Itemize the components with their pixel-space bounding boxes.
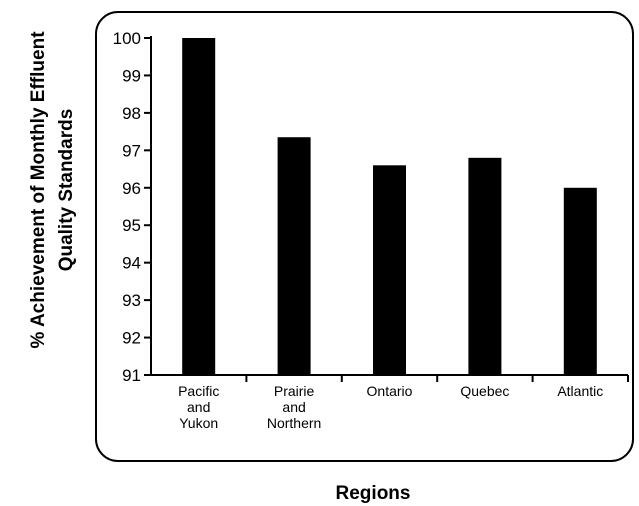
bar bbox=[563, 187, 597, 375]
y-tick-label: 97 bbox=[122, 141, 141, 160]
y-axis-title-line-2: Quality Standards bbox=[56, 109, 77, 272]
x-category-label: Ontario bbox=[367, 383, 413, 399]
x-category-label: Prairie bbox=[274, 383, 315, 399]
y-tick-label: 99 bbox=[122, 66, 141, 85]
x-axis-title: Regions bbox=[336, 483, 411, 504]
y-axis-title-line-1: % Achievement of Monthly Effluent bbox=[28, 31, 49, 349]
y-axis-title: % Achievement of Monthly Effluent Qualit… bbox=[28, 31, 77, 349]
x-category-label: Quebec bbox=[460, 383, 509, 399]
y-tick-label: 96 bbox=[122, 179, 141, 198]
plot-area: 919293949596979899100PacificandYukonPrai… bbox=[113, 29, 629, 431]
bar bbox=[182, 38, 216, 375]
x-category-label: and bbox=[282, 399, 305, 415]
x-category-label: Yukon bbox=[179, 415, 218, 431]
bar bbox=[373, 165, 406, 375]
y-tick-label: 100 bbox=[113, 29, 141, 48]
y-tick-label: 94 bbox=[122, 254, 141, 273]
x-category-label: Northern bbox=[267, 415, 321, 431]
y-tick-label: 91 bbox=[122, 366, 141, 385]
y-tick-label: 95 bbox=[122, 216, 141, 235]
x-category-label: and bbox=[187, 399, 210, 415]
bar bbox=[468, 157, 502, 375]
y-tick-label: 98 bbox=[122, 104, 141, 123]
x-category-label: Pacific bbox=[178, 383, 219, 399]
y-tick-label: 92 bbox=[122, 329, 141, 348]
bar bbox=[277, 137, 311, 375]
x-category-label: Atlantic bbox=[557, 383, 603, 399]
chart-frame bbox=[95, 11, 634, 462]
y-tick-label: 93 bbox=[122, 291, 141, 310]
